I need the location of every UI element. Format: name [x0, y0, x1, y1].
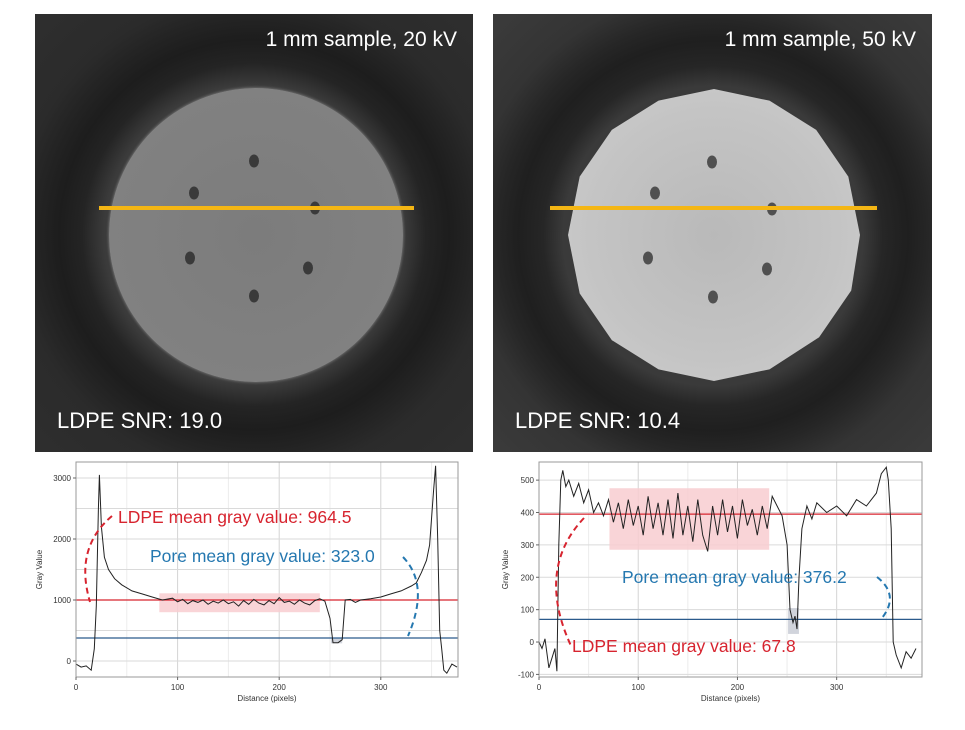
- pore-mean-annotation: Pore mean gray value: 323.0: [150, 546, 375, 566]
- plot-frame: [75, 461, 459, 678]
- x-tick-label: 0: [537, 683, 542, 692]
- ct-image-20kv: 1 mm sample, 20 kV LDPE SNR: 19.0: [35, 14, 473, 452]
- pore: [762, 262, 772, 276]
- highlight-region: [331, 637, 343, 644]
- plot-frame: [538, 461, 923, 678]
- pore: [708, 290, 718, 304]
- snr-label: LDPE SNR: 19.0: [57, 408, 223, 433]
- y-tick-label: -100: [518, 670, 535, 679]
- profile-series-line: [538, 465, 917, 672]
- y-tick-label: 3000: [53, 474, 71, 483]
- x-tick-label: 300: [374, 683, 388, 692]
- profile-series-line: [75, 465, 458, 675]
- y-tick-label: 200: [521, 573, 535, 582]
- ldpe-mean-annotation: LDPE mean gray value: 964.5: [118, 507, 352, 527]
- x-tick-label: 300: [830, 683, 844, 692]
- snr-label: LDPE SNR: 10.4: [515, 408, 681, 433]
- pore: [185, 251, 195, 265]
- pore: [303, 261, 313, 275]
- pore-mean-annotation: Pore mean gray value: 376.2: [622, 567, 847, 587]
- profile-scan-line: [99, 206, 414, 210]
- ct-image-50kv: 1 mm sample, 50 kV LDPE SNR: 10.4: [493, 14, 932, 452]
- y-tick-label: 2000: [53, 535, 71, 544]
- y-axis-label: Gray Value: [35, 549, 44, 589]
- y-tick-label: 300: [521, 541, 535, 550]
- y-tick-label: 0: [530, 638, 535, 647]
- x-axis-label: Distance (pixels): [701, 694, 760, 703]
- pore: [249, 154, 259, 168]
- profile-scan-line: [550, 206, 877, 210]
- x-tick-label: 100: [171, 683, 185, 692]
- y-axis-label: Gray Value: [501, 549, 510, 589]
- pore: [643, 251, 653, 265]
- y-tick-label: 400: [521, 509, 535, 518]
- y-tick-label: 100: [521, 606, 535, 615]
- panel-title: 1 mm sample, 20 kV: [265, 28, 457, 51]
- ldpe-mean-annotation: LDPE mean gray value: 67.8: [572, 636, 796, 656]
- panel-title: 1 mm sample, 50 kV: [724, 28, 916, 51]
- x-tick-label: 200: [273, 683, 287, 692]
- x-tick-label: 200: [731, 683, 745, 692]
- pore-annotation-arc: [876, 576, 891, 619]
- pore: [650, 186, 660, 200]
- y-tick-label: 0: [67, 657, 72, 666]
- x-tick-label: 0: [74, 683, 79, 692]
- x-axis-label: Distance (pixels): [237, 694, 296, 703]
- pore: [249, 289, 259, 303]
- pore-annotation-arc: [402, 556, 419, 637]
- y-tick-label: 1000: [53, 596, 71, 605]
- x-tick-label: 100: [632, 683, 646, 692]
- pore: [707, 155, 717, 169]
- sample-cross-section: [109, 88, 403, 382]
- ldpe-annotation-arc: [84, 515, 113, 603]
- sample-cross-section: [568, 89, 860, 381]
- y-tick-label: 500: [521, 476, 535, 485]
- pore: [189, 186, 199, 200]
- ldpe-annotation-arc: [555, 517, 585, 649]
